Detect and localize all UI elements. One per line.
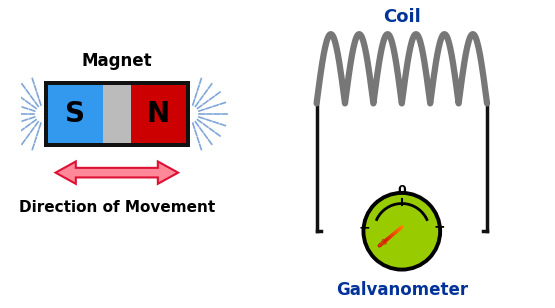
Text: 0: 0 bbox=[397, 184, 406, 197]
Polygon shape bbox=[56, 161, 178, 184]
Bar bbox=[48, 85, 103, 143]
Text: +: + bbox=[433, 220, 445, 234]
Text: −: − bbox=[359, 220, 370, 234]
Text: S: S bbox=[65, 100, 85, 128]
Text: Direction of Movement: Direction of Movement bbox=[19, 200, 215, 215]
Text: Coil: Coil bbox=[383, 8, 421, 26]
Circle shape bbox=[364, 193, 440, 270]
Text: Galvanometer: Galvanometer bbox=[336, 281, 468, 299]
Text: Magnet: Magnet bbox=[82, 52, 152, 70]
Bar bbox=[44, 81, 190, 147]
Bar bbox=[103, 85, 130, 143]
Bar bbox=[130, 85, 186, 143]
Text: N: N bbox=[147, 100, 170, 128]
